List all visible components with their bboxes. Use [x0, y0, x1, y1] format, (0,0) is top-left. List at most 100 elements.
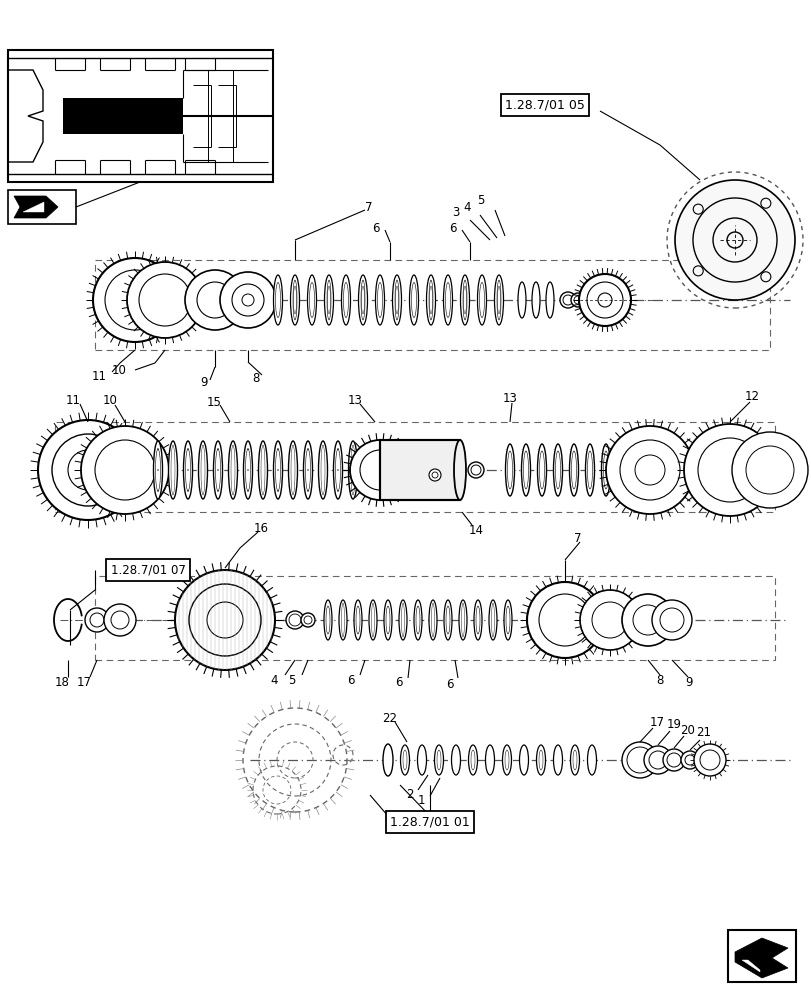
Text: 9: 9: [684, 676, 692, 688]
Text: 22: 22: [381, 711, 397, 724]
Text: 17: 17: [77, 676, 92, 688]
Ellipse shape: [417, 745, 426, 775]
Circle shape: [643, 746, 672, 774]
Text: 6: 6: [448, 222, 456, 235]
Ellipse shape: [570, 745, 579, 775]
Text: 8: 8: [251, 371, 259, 384]
Text: 1.28.7/01 01: 1.28.7/01 01: [389, 815, 470, 828]
Ellipse shape: [338, 600, 346, 640]
Ellipse shape: [553, 444, 562, 496]
Ellipse shape: [443, 275, 452, 325]
Ellipse shape: [536, 745, 545, 775]
Ellipse shape: [383, 744, 393, 776]
Polygon shape: [23, 202, 44, 212]
Text: 13: 13: [348, 393, 363, 406]
Ellipse shape: [531, 282, 539, 318]
Text: 5: 5: [476, 194, 484, 207]
Bar: [727, 930, 795, 982]
Text: 18: 18: [55, 676, 70, 688]
Ellipse shape: [333, 441, 342, 499]
Circle shape: [285, 611, 303, 629]
Ellipse shape: [375, 275, 384, 325]
Text: 8: 8: [655, 674, 663, 686]
Text: 21: 21: [695, 726, 710, 739]
Ellipse shape: [505, 444, 514, 496]
Text: 11: 11: [92, 369, 107, 382]
Ellipse shape: [494, 275, 503, 325]
Circle shape: [38, 420, 138, 520]
Text: 4: 4: [270, 674, 277, 686]
Text: 6: 6: [394, 676, 402, 688]
Text: 20: 20: [679, 723, 694, 736]
Circle shape: [683, 424, 775, 516]
Ellipse shape: [273, 441, 282, 499]
Ellipse shape: [553, 745, 562, 775]
Ellipse shape: [324, 600, 332, 640]
Ellipse shape: [303, 441, 312, 499]
Circle shape: [467, 462, 483, 478]
Ellipse shape: [428, 600, 436, 640]
Ellipse shape: [521, 444, 530, 496]
Circle shape: [185, 270, 245, 330]
Ellipse shape: [169, 441, 178, 499]
Ellipse shape: [358, 275, 367, 325]
Circle shape: [175, 570, 275, 670]
Ellipse shape: [398, 600, 406, 640]
Ellipse shape: [243, 441, 252, 499]
Ellipse shape: [474, 600, 482, 640]
Ellipse shape: [258, 441, 267, 499]
Text: 17: 17: [649, 715, 664, 728]
Ellipse shape: [585, 444, 594, 496]
Ellipse shape: [537, 444, 546, 496]
Ellipse shape: [213, 441, 222, 499]
Text: 7: 7: [365, 201, 372, 214]
Circle shape: [301, 613, 315, 627]
Ellipse shape: [318, 441, 327, 499]
Ellipse shape: [545, 282, 553, 318]
Bar: [8, 190, 76, 224]
Circle shape: [560, 292, 575, 308]
Text: 10: 10: [112, 363, 127, 376]
Ellipse shape: [153, 441, 162, 499]
Ellipse shape: [569, 444, 577, 496]
Ellipse shape: [228, 441, 237, 499]
Ellipse shape: [354, 600, 362, 640]
Circle shape: [605, 426, 693, 514]
Circle shape: [93, 258, 177, 342]
Text: 16: 16: [254, 522, 268, 534]
Bar: [95, 576, 774, 660]
Text: 6: 6: [346, 674, 354, 686]
Text: 9: 9: [200, 376, 208, 389]
Ellipse shape: [517, 282, 526, 318]
Circle shape: [428, 469, 440, 481]
Ellipse shape: [426, 275, 435, 325]
Text: 11: 11: [66, 393, 81, 406]
Ellipse shape: [434, 745, 443, 775]
Ellipse shape: [183, 441, 192, 499]
Circle shape: [680, 751, 698, 769]
Ellipse shape: [458, 600, 466, 640]
Circle shape: [731, 432, 807, 508]
Ellipse shape: [477, 275, 486, 325]
Circle shape: [651, 600, 691, 640]
Circle shape: [663, 749, 684, 771]
Bar: [380, 440, 460, 500]
Ellipse shape: [348, 441, 357, 499]
Circle shape: [350, 440, 410, 500]
Polygon shape: [741, 960, 759, 972]
Ellipse shape: [414, 600, 422, 640]
Circle shape: [621, 742, 657, 778]
Circle shape: [81, 426, 169, 514]
Bar: [380, 440, 460, 500]
Ellipse shape: [451, 745, 460, 775]
Ellipse shape: [502, 745, 511, 775]
Ellipse shape: [616, 444, 626, 496]
Circle shape: [85, 608, 109, 632]
Ellipse shape: [290, 275, 299, 325]
Text: 4: 4: [462, 201, 470, 214]
Ellipse shape: [453, 440, 466, 500]
Text: 2: 2: [406, 788, 413, 800]
Text: 1.28.7/01 05: 1.28.7/01 05: [504, 99, 584, 112]
Ellipse shape: [198, 441, 208, 499]
Ellipse shape: [444, 600, 452, 640]
